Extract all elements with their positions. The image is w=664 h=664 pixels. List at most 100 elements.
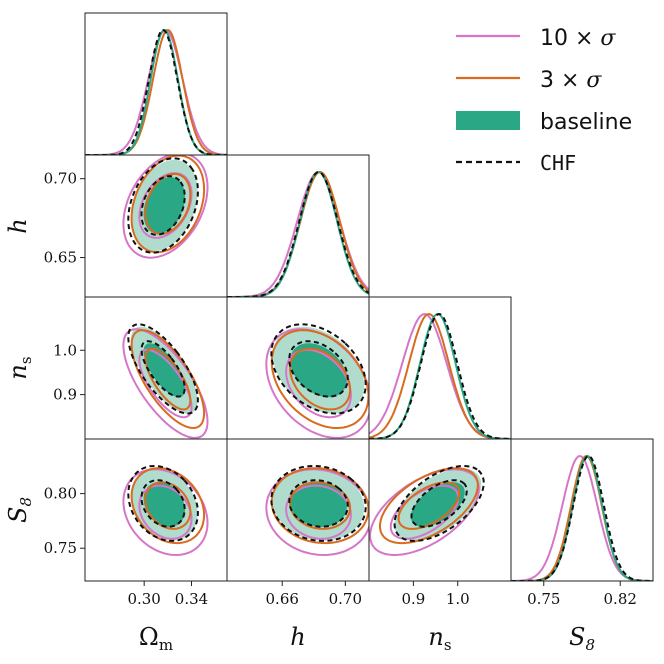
panel-om-h (84, 154, 228, 298)
legend-label-chf: CHF (540, 151, 576, 175)
yaxis-subscript-s8: 8 (17, 497, 35, 507)
legend-swatch-baseline (456, 111, 520, 130)
ytick-label-ns-0: 0.9 (53, 386, 77, 404)
xtick-label-om-1: 0.34 (175, 590, 208, 608)
contour-10-1sigma (285, 484, 352, 540)
contour-3-1sigma (397, 481, 461, 530)
yaxis-symbol-s8: S (4, 507, 32, 523)
xtick-label-h-1: 0.70 (329, 590, 362, 608)
panel-om-om (84, 12, 228, 156)
xaxis-symbol-om: Ω (139, 623, 159, 651)
panel-content (122, 323, 209, 439)
contour-baseline-1sigma (143, 482, 185, 527)
legend-label-sigma3: 3 × σ (540, 68, 602, 93)
xtick-label-ns-1: 1.0 (446, 590, 470, 608)
panel-om-s8 (84, 438, 228, 582)
contour-baseline-1sigma (143, 343, 185, 398)
marginal-h-10 (227, 170, 369, 297)
xtick-label-ns-0: 0.9 (401, 590, 425, 608)
xaxis-subscript-om: m (159, 636, 173, 654)
legend-label-baseline: baseline (540, 110, 632, 135)
marginal-ns-3 (369, 313, 511, 439)
contour-3-2sigma (130, 329, 206, 430)
yaxis-label-s8: S8 (4, 497, 35, 523)
contour-10-2sigma (122, 155, 209, 259)
ytick-label-ns-1: 1.0 (53, 341, 77, 359)
xtick-label-h-0: 0.66 (266, 590, 299, 608)
marginal-h-baseline (227, 170, 369, 297)
contour-chf-1sigma (410, 479, 468, 528)
contour-chf-2sigma (127, 323, 199, 415)
contour-10-2sigma (265, 328, 369, 439)
panel-h-s8 (226, 438, 370, 582)
legend: 10 × σ 3 × σ baseline CHF (456, 26, 632, 175)
ytick-label-s8-1: 0.80 (44, 485, 77, 503)
contour-3-2sigma (270, 467, 369, 545)
contour-3-2sigma (270, 329, 369, 429)
yaxis-symbol-h: h (4, 218, 32, 233)
marginal-s8-baseline (511, 454, 653, 581)
ytick-label-h-1: 0.70 (44, 170, 77, 188)
marginal-ns-chf (369, 312, 511, 439)
panel-content (85, 28, 227, 155)
contour-3-1sigma (289, 481, 352, 530)
panel-ns-ns (368, 296, 512, 440)
xaxis-subscript-s8: 8 (585, 636, 595, 654)
contour-3-2sigma (130, 155, 206, 254)
xaxis-label-ns: ns (428, 623, 451, 654)
xaxis-label-s8: S8 (569, 623, 595, 654)
yaxis-symbol-ns: n (4, 364, 32, 379)
xtick-label-s8-1: 0.82 (604, 590, 637, 608)
contour-10-1sigma (138, 484, 193, 540)
contour-3-1sigma (144, 172, 192, 235)
panel-content (227, 170, 369, 297)
panel-content (265, 323, 369, 439)
panel-h-ns (226, 296, 370, 440)
contour-3-1sigma (144, 481, 192, 530)
panel-content (369, 465, 485, 556)
panel-content (511, 454, 653, 581)
contour-3-1sigma (144, 347, 192, 411)
contour-baseline-1sigma (410, 482, 465, 527)
panel-content (369, 312, 511, 439)
panel-frame (510, 438, 654, 582)
contour-chf-2sigma (393, 465, 485, 542)
xtick-label-s8-0: 0.75 (527, 590, 560, 608)
contour-chf-2sigma (127, 465, 199, 542)
panel-content (122, 155, 209, 259)
panel-h-h (226, 154, 370, 298)
marginal-s8-10 (511, 455, 653, 581)
marginal-h-chf (227, 170, 369, 297)
contour-chf-1sigma (288, 340, 349, 398)
contour-chf-1sigma (140, 479, 186, 528)
marginal-om-chf (85, 28, 227, 155)
panel-s8-s8 (510, 438, 654, 582)
xaxis-symbol-ns: n (428, 623, 443, 651)
xaxis-symbol-h: h (290, 623, 305, 651)
panel-ns-s8 (368, 438, 512, 582)
marginal-h-3 (227, 170, 369, 297)
panel-content (265, 465, 369, 557)
yaxis-label-ns: ns (4, 356, 35, 379)
contour-chf-1sigma (140, 340, 186, 398)
marginal-s8-3 (511, 454, 653, 581)
contour-10-1sigma (389, 484, 460, 540)
ytick-label-s8-0: 0.75 (44, 539, 77, 557)
contour-3-1sigma (289, 347, 352, 411)
legend-label-sigma10: 10 × σ (540, 26, 616, 51)
contour-chf-1sigma (140, 175, 186, 236)
contour-chf-2sigma (270, 323, 367, 415)
ytick-label-h-0: 0.65 (44, 249, 77, 267)
xtick-label-om-0: 0.30 (127, 590, 160, 608)
contour-chf-2sigma (127, 157, 199, 254)
contour-chf-1sigma (288, 479, 349, 528)
contour-3-2sigma (379, 467, 479, 545)
yaxis-label-h: h (4, 218, 32, 233)
panel-om-ns (84, 296, 228, 440)
xaxis-label-h: h (290, 623, 305, 651)
contour-baseline-1sigma (290, 482, 347, 527)
xaxis-label-om: Ωm (139, 623, 173, 654)
panel-frame (84, 12, 228, 156)
